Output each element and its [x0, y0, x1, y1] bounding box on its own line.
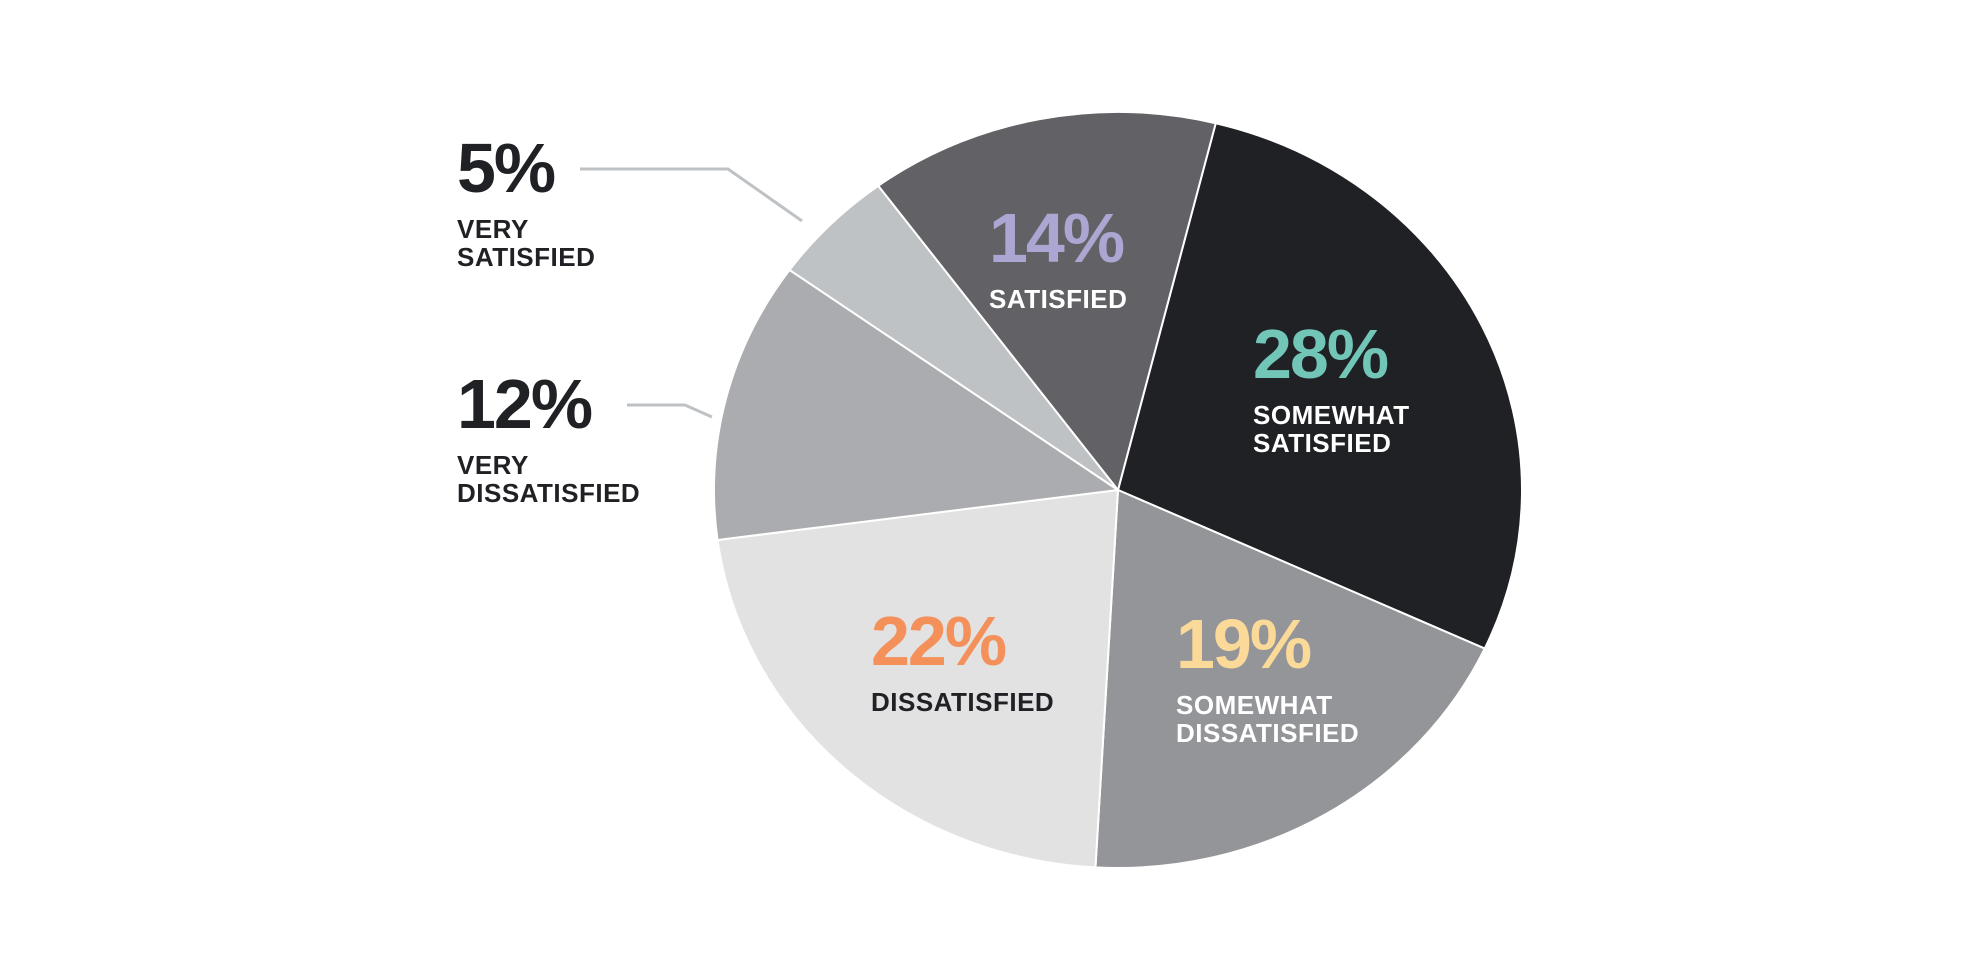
pie-slice-very-dissatisfied — [713, 268, 1119, 541]
pie-slice-dissatisfied — [716, 489, 1119, 869]
value-label-somewhat-satisfied: 28% — [1253, 315, 1388, 393]
category-label-very-satisfied: VERY SATISFIED — [457, 214, 595, 272]
leader-line-very-dissatisfied — [627, 403, 713, 419]
value-label-somewhat-dissatisfied: 19% — [1176, 605, 1311, 683]
pie-slices — [713, 111, 1523, 869]
slice-labels: 28% SOMEWHAT SATISFIED 19% SOMEWHAT DISSATISF… — [457, 129, 1410, 748]
pie-slice-satisfied — [877, 111, 1217, 491]
pie-slice-somewhat-satisfied — [1117, 122, 1523, 650]
category-label-somewhat-satisfied: SOMEWHAT SATISFIED — [1253, 400, 1410, 458]
value-label-very-dissatisfied: 12% — [457, 365, 592, 443]
value-label-satisfied: 14% — [989, 199, 1124, 277]
leader-lines — [580, 167, 803, 419]
category-label-satisfied: SATISFIED — [989, 284, 1127, 314]
category-label-very-dissatisfied: VERY DISSATISFIED — [457, 450, 640, 508]
value-label-dissatisfied: 22% — [871, 602, 1006, 680]
pie-slice-somewhat-dissatisfied — [1094, 489, 1486, 869]
category-label-somewhat-dissatisfied: SOMEWHAT DISSATISFIED — [1176, 690, 1359, 748]
leader-line-very-satisfied — [580, 167, 803, 223]
category-label-dissatisfied: DISSATISFIED — [871, 687, 1054, 717]
value-label-very-satisfied: 5% — [457, 129, 555, 207]
